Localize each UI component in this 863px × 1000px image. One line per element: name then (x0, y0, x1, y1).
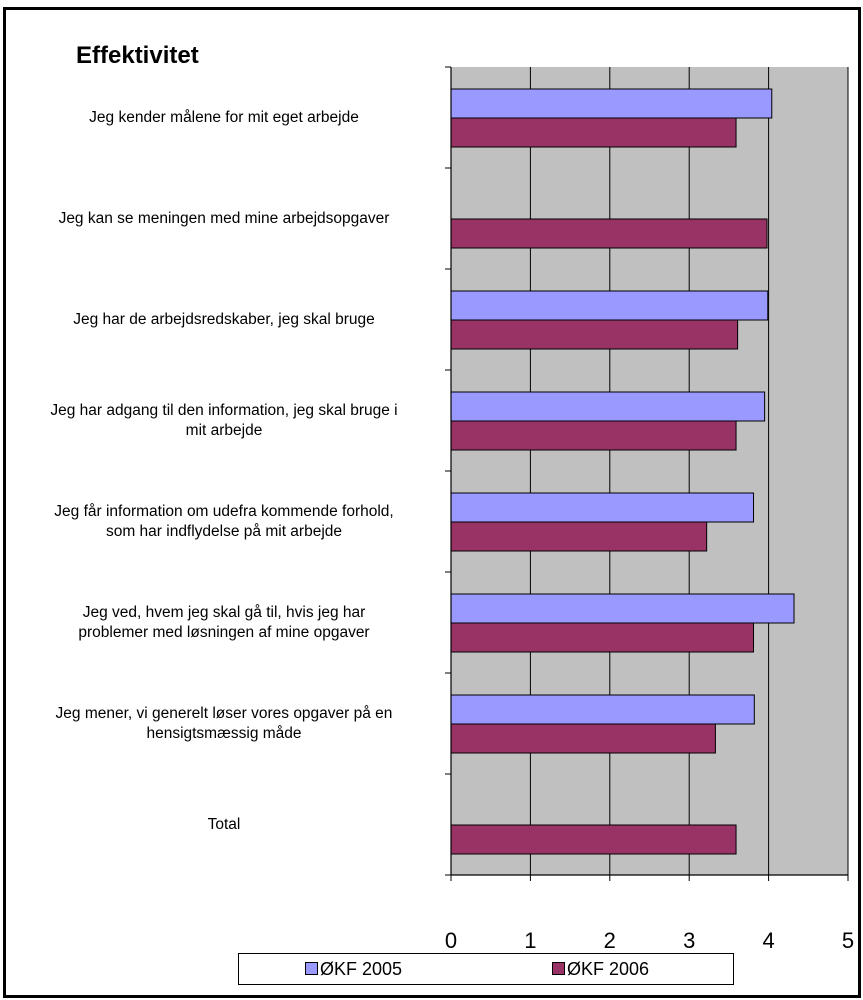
bar-2005-3 (450, 391, 766, 422)
category-label-line: hensigtsmæssig måde (146, 724, 302, 742)
bar-2005-6 (450, 694, 755, 725)
category-label-line: Jeg har de arbejdsredskaber, jeg skal br… (73, 310, 375, 328)
bar-2006-3 (450, 420, 737, 451)
legend-swatch-2005 (305, 962, 318, 975)
category-label-line: mit arbejde (185, 421, 263, 439)
category-label-line: Jeg får information om udefra kommende f… (54, 502, 394, 520)
bar-2005-0 (450, 88, 773, 119)
bar-2006-1 (450, 218, 768, 249)
legend-swatch-2006 (552, 962, 565, 975)
category-label: Jeg har adgang til den information, jeg … (4, 401, 444, 441)
category-label: Jeg ved, hvem jeg skal gå til, hvis jeg … (4, 603, 444, 643)
legend-item-2006: ØKF 2006 (552, 959, 649, 980)
category-label-line: Total (207, 815, 241, 833)
bar-2005-5 (450, 593, 795, 624)
category-label: Jeg mener, vi generelt løser vores opgav… (4, 704, 444, 744)
legend-item-2005: ØKF 2005 (305, 959, 402, 980)
category-label-line: som har indflydelse på mit arbejde (105, 522, 343, 540)
plot-area (451, 67, 848, 875)
category-label: Total (4, 815, 444, 835)
legend-label-2006: ØKF 2006 (567, 959, 650, 979)
category-label: Jeg får information om udefra kommende f… (4, 502, 444, 542)
category-label-line: Jeg har adgang til den information, jeg … (50, 401, 398, 419)
category-label: Jeg kender målene for mit eget arbejde (4, 108, 444, 128)
bar-2006-7 (450, 824, 737, 855)
x-tick-label: 3 (683, 928, 696, 953)
legend-label-2005: ØKF 2005 (320, 959, 403, 979)
bar-2006-5 (450, 622, 755, 653)
category-label-line: Jeg kan se meningen med mine arbejdsopga… (58, 209, 390, 227)
bar-2006-0 (450, 117, 737, 148)
x-tick-label: 4 (762, 928, 775, 953)
bar-2005-4 (450, 492, 755, 523)
bar-2006-2 (450, 319, 739, 350)
category-label-line: problemer med løsningen af mine opgaver (78, 623, 370, 641)
x-tick-label: 5 (841, 928, 855, 953)
x-tick-label: 2 (603, 928, 616, 953)
legend: ØKF 2005 ØKF 2006 (238, 953, 734, 985)
x-tick-label: 0 (444, 928, 458, 953)
category-label: Jeg har de arbejdsredskaber, jeg skal br… (4, 310, 444, 330)
category-label-line: Jeg mener, vi generelt løser vores opgav… (55, 704, 393, 722)
bar-2005-2 (450, 290, 769, 321)
category-label-line: Jeg ved, hvem jeg skal gå til, hvis jeg … (82, 603, 366, 621)
bar-2006-4 (450, 521, 708, 552)
x-tick-label: 1 (524, 928, 537, 953)
category-label: Jeg kan se meningen med mine arbejdsopga… (4, 209, 444, 229)
category-label-line: Jeg kender målene for mit eget arbejde (89, 108, 359, 126)
bar-2006-6 (450, 723, 716, 754)
chart-title: Effektivitet (76, 42, 199, 69)
